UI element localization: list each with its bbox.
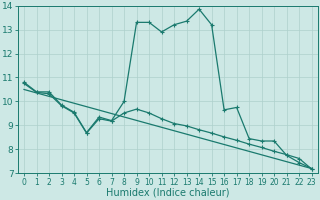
X-axis label: Humidex (Indice chaleur): Humidex (Indice chaleur) — [106, 188, 229, 198]
